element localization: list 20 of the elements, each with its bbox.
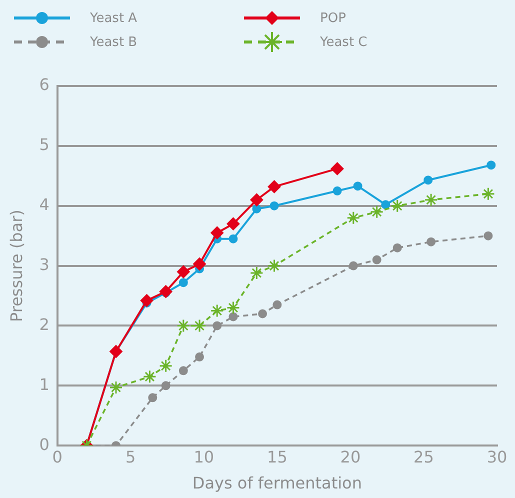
y-axis-title: Pressure (bar): [6, 210, 26, 322]
x-tick-label: 5: [126, 447, 136, 466]
y-tick-label: 0: [39, 434, 50, 454]
y-tick-label: 5: [39, 135, 50, 154]
y-tick-label: 2: [39, 314, 50, 334]
x-tick-label: 20: [340, 447, 361, 466]
x-tick-label: 10: [194, 447, 214, 466]
y-tick-label: 1: [39, 374, 50, 394]
legend-label: Yeast A: [90, 10, 138, 26]
legend-label: Yeast C: [320, 34, 368, 50]
legend-label: Yeast B: [90, 34, 138, 50]
y-tick-label: 3: [39, 254, 50, 274]
x-tick-label: 25: [414, 447, 434, 466]
x-tick-label: 15: [267, 447, 288, 466]
y-tick-label: 4: [39, 195, 50, 214]
x-axis-title: Days of fermentation: [192, 474, 362, 493]
x-tick-label: 30: [486, 447, 508, 466]
legend-label: POP: [320, 10, 346, 26]
y-tick-label: 6: [39, 75, 50, 94]
x-tick-label: 0: [52, 447, 62, 466]
